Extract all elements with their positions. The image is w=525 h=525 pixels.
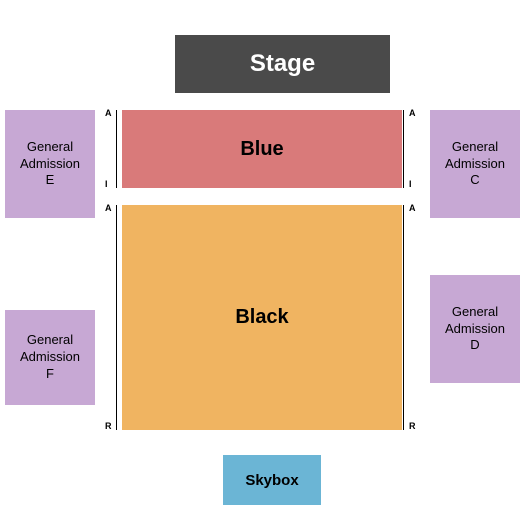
ga-label-line: General <box>445 139 505 156</box>
stage-section[interactable]: Stage <box>175 35 390 93</box>
ga-e-label: General Admission E <box>20 139 80 190</box>
ga-label-line: General <box>20 139 80 156</box>
row-label-bottom-right: R <box>409 421 416 431</box>
row-label-bottom-left: R <box>105 421 112 431</box>
ga-label-line: Admission <box>445 321 505 338</box>
ga-label-line: F <box>20 366 80 383</box>
ga-c-label: General Admission C <box>445 139 505 190</box>
skybox-section[interactable]: Skybox <box>223 455 321 505</box>
black-section[interactable]: Black <box>122 205 402 430</box>
row-tick-line <box>116 110 117 188</box>
row-label-top-right: A <box>409 203 416 213</box>
ga-d-section[interactable]: General Admission D <box>430 275 520 383</box>
row-tick-line <box>116 205 117 430</box>
ga-label-line: Admission <box>20 156 80 173</box>
row-label-top-left: A <box>105 203 112 213</box>
ga-e-section[interactable]: General Admission E <box>5 110 95 218</box>
ga-label-line: C <box>445 172 505 189</box>
ga-label-line: General <box>445 304 505 321</box>
ga-label-line: Admission <box>20 349 80 366</box>
ga-d-label: General Admission D <box>445 304 505 355</box>
blue-label: Blue <box>240 138 283 161</box>
row-tick-line <box>403 110 404 188</box>
ga-label-line: General <box>20 332 80 349</box>
ga-label-line: E <box>20 172 80 189</box>
ga-c-section[interactable]: General Admission C <box>430 110 520 218</box>
ga-f-label: General Admission F <box>20 332 80 383</box>
ga-label-line: D <box>445 337 505 354</box>
row-label-top-right: A <box>409 108 416 118</box>
blue-section[interactable]: Blue <box>122 110 402 188</box>
ga-label-line: Admission <box>445 156 505 173</box>
row-label-bottom-right: I <box>409 179 412 189</box>
skybox-label: Skybox <box>245 472 298 489</box>
row-tick-line <box>403 205 404 430</box>
black-label: Black <box>235 306 288 329</box>
row-label-bottom-left: I <box>105 179 108 189</box>
ga-f-section[interactable]: General Admission F <box>5 310 95 405</box>
stage-label: Stage <box>250 50 315 78</box>
row-label-top-left: A <box>105 108 112 118</box>
